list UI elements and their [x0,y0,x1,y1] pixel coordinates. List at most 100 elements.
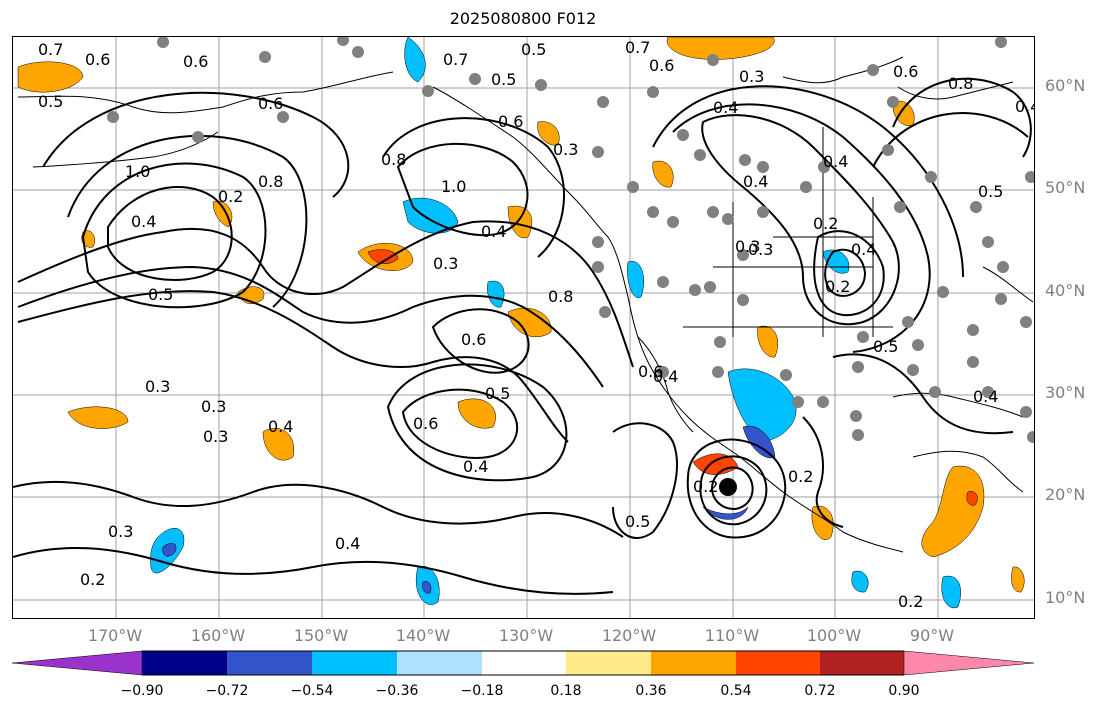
contour-label: 0.4 [481,222,506,241]
contour-label: 0.4 [823,152,848,171]
colorbar-tick-label: −0.18 [460,683,504,699]
colorbar-segment [651,651,736,675]
contour-label: 0.6 [498,112,523,131]
contour-label: 0.3 [201,397,226,416]
colorbar-tick-label: 0.72 [804,683,836,699]
contour-label: 1.0 [125,162,150,181]
contour-label: 0.3 [748,240,773,259]
colorbar [12,650,1035,676]
colorbar-segment-under [12,650,143,676]
contour-label: 0.5 [148,285,173,304]
colorbar-tick-label: 0.54 [720,683,752,699]
lon-label-90w: 90°W [909,626,955,645]
lon-label-130w: 130°W [498,626,554,645]
colorbar-segment [312,651,397,675]
contour-label: 0.6 [85,50,110,69]
graticule [13,37,1034,618]
contour-label: 0.3 [433,254,458,273]
contour-label: 0.2 [80,570,105,589]
contour-label: 1.0 [441,177,466,196]
contour-label: 0.6 [461,330,486,349]
contour-label: 0.6 [638,362,663,381]
contour-label: 0.4 [463,457,488,476]
colorbar-tick-label: 0.90 [888,683,920,699]
contour-label: 0.2 [813,214,838,233]
colorbar-tick-label: 0.18 [550,683,582,699]
anomaly-fill-layer [17,37,1025,609]
contour-label: 0.8 [948,74,973,93]
contour-layer [13,77,1032,595]
contour-label: 0.5 [521,40,546,59]
contour-label: 0.2 [825,277,850,296]
station-dots [107,37,1034,443]
colorbar-segment [227,651,312,675]
contour-label: 0.2 [218,187,243,206]
contour-label: 0.2 [693,477,718,496]
contour-label: 0.2 [788,467,813,486]
contour-label: 0.3 [145,377,170,396]
contour-label: 0.5 [38,92,63,111]
lat-label-40n: 40°N [1045,281,1086,300]
contour-label: 0.4 [335,534,360,553]
contour-label: 0.4 [268,417,293,436]
contour-label: 0.5 [873,337,898,356]
colorbar-tick-label: −0.54 [290,683,334,699]
contour-label: 0.4 [743,172,768,191]
colorbar-segment-over [903,650,1035,676]
colorbar-segment [397,651,482,675]
map-canvas: 0.7 0.6 0.5 0.6 0.7 0.5 0.6 0.5 0.7 0.6 … [13,37,1035,618]
lon-label-120w: 120°W [601,626,657,645]
lon-label-110w: 110°W [704,626,760,645]
lon-label-100w: 100°W [806,626,862,645]
contour-label: 0.6 [183,52,208,71]
contour-label: 0.5 [491,70,516,89]
contour-label: 0.4 [1015,97,1035,116]
contour-label: 0.3 [735,237,760,256]
contour-label: 0.7 [625,38,650,57]
colorbar-tick-label: 0.36 [635,683,667,699]
lon-label-140w: 140°W [395,626,451,645]
map-title: 2025080800 F012 [449,9,597,28]
contour-label: 0.6 [893,62,918,81]
contour-label: 0.4 [653,367,678,386]
colorbar-tick-label: −0.72 [205,683,249,699]
lat-label-30n: 30°N [1045,383,1086,402]
contour-label: 0.3 [553,140,578,159]
map-panel: 0.7 0.6 0.5 0.6 0.7 0.5 0.6 0.5 0.7 0.6 … [12,36,1035,619]
colorbar-tick-label: −0.36 [375,683,419,699]
colorbar-tick-label: −0.90 [120,683,164,699]
contour-label: 0.7 [38,40,63,59]
cyclone-marker [719,478,737,496]
lat-label-10n: 10°N [1045,588,1086,607]
contour-label: 0.8 [548,287,573,306]
coastline-layer [17,56,1034,553]
contour-label: 0.6 [649,56,674,75]
colorbar-segment [482,651,566,675]
lon-label-150w: 150°W [293,626,349,645]
contour-label: 0.8 [258,172,283,191]
colorbar-segment [736,651,820,675]
contour-label: 0.5 [485,384,510,403]
contour-label: 0.3 [108,522,133,541]
contour-label: 0.5 [978,182,1003,201]
contour-label: 0.4 [973,387,998,406]
contour-label: 0.6 [413,414,438,433]
lon-label-170w: 170°W [87,626,143,645]
contour-label: 0.7 [443,50,468,69]
lat-label-50n: 50°N [1045,178,1086,197]
lat-label-20n: 20°N [1045,485,1086,504]
contour-label: 0.3 [739,67,764,86]
contour-label: 0.4 [131,212,156,231]
colorbar-segment [566,651,651,675]
lon-label-160w: 160°W [190,626,246,645]
contour-label: 0.6 [258,94,283,113]
contour-label: 0.4 [851,240,876,259]
contour-label: 0.4 [713,98,738,117]
contour-label: 0.5 [625,512,650,531]
contour-label: 0.8 [381,150,406,169]
contour-label: 0.2 [898,592,923,611]
lat-label-60n: 60°N [1045,76,1086,95]
contour-label-layer: 0.7 0.6 0.5 0.6 0.7 0.5 0.6 0.5 0.7 0.6 … [38,38,1035,611]
colorbar-segment [820,651,904,675]
contour-label: 0.3 [203,427,228,446]
